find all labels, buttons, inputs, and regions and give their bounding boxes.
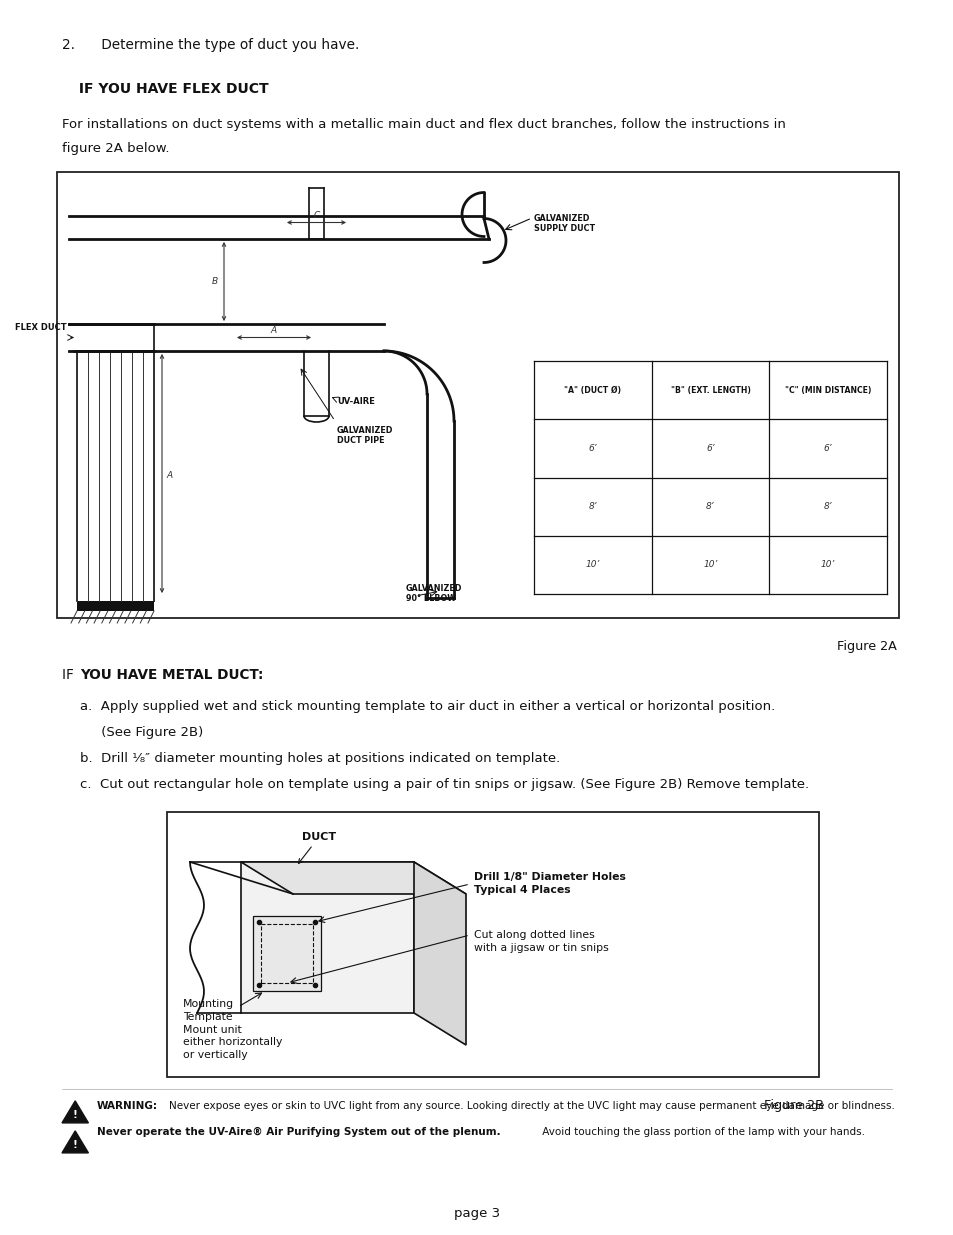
Text: !: ! (72, 1140, 77, 1150)
Text: !: ! (72, 1110, 77, 1120)
Text: GALVANIZED
DUCT PIPE: GALVANIZED DUCT PIPE (336, 426, 393, 446)
Text: IF: IF (62, 668, 78, 682)
Text: page 3: page 3 (454, 1207, 499, 1220)
Bar (261, 924, 313, 983)
Text: A: A (271, 326, 276, 335)
Text: UV-AIRE: UV-AIRE (336, 396, 375, 405)
Text: A: A (166, 472, 172, 480)
Text: "B" (EXT. LENGTH): "B" (EXT. LENGTH) (670, 385, 750, 395)
Text: 6’: 6’ (588, 443, 597, 453)
Text: Figure 2B: Figure 2B (763, 1099, 823, 1112)
Polygon shape (414, 862, 465, 1045)
Text: 10’: 10’ (821, 561, 835, 569)
Text: 8’: 8’ (823, 503, 832, 511)
Text: 6’: 6’ (823, 443, 832, 453)
Bar (57, 172, 898, 618)
Text: B: B (212, 277, 218, 287)
Text: Cut along dotted lines
with a jigsaw or tin snips: Cut along dotted lines with a jigsaw or … (474, 930, 608, 952)
Text: Never operate the UV-Aire® Air Purifying System out of the plenum.: Never operate the UV-Aire® Air Purifying… (97, 1128, 500, 1137)
Text: "C" (MIN DISTANCE): "C" (MIN DISTANCE) (784, 385, 870, 395)
Polygon shape (241, 862, 465, 894)
Bar (167, 811, 818, 1077)
Bar (253, 916, 320, 990)
Text: b.  Drill ¹⁄₈″ diameter mounting holes at positions indicated on template.: b. Drill ¹⁄₈″ diameter mounting holes at… (80, 752, 559, 764)
Text: a.  Apply supplied wet and stick mounting template to air duct in either a verti: a. Apply supplied wet and stick mounting… (80, 700, 775, 713)
Text: DUCT: DUCT (298, 832, 335, 863)
Text: "A" (DUCT Ø): "A" (DUCT Ø) (564, 385, 620, 395)
Text: 10’: 10’ (702, 561, 717, 569)
Text: 8’: 8’ (705, 503, 714, 511)
Text: FLEX DUCT: FLEX DUCT (15, 324, 67, 332)
Bar (77, 601, 153, 611)
Bar (241, 862, 414, 1013)
Text: (See Figure 2B): (See Figure 2B) (80, 726, 203, 739)
Text: WARNING:: WARNING: (97, 1100, 158, 1112)
Polygon shape (62, 1100, 89, 1123)
Polygon shape (62, 1131, 89, 1153)
Text: 6’: 6’ (705, 443, 714, 453)
Text: C: C (313, 210, 319, 220)
Text: YOU HAVE METAL DUCT:: YOU HAVE METAL DUCT: (80, 668, 263, 682)
Text: c.  Cut out rectangular hole on template using a pair of tin snips or jigsaw. (S: c. Cut out rectangular hole on template … (80, 778, 808, 790)
Text: IF YOU HAVE FLEX DUCT: IF YOU HAVE FLEX DUCT (74, 82, 269, 96)
Text: 2.      Determine the type of duct you have.: 2. Determine the type of duct you have. (62, 38, 359, 52)
Text: Never expose eyes or skin to UVC light from any source. Looking directly at the : Never expose eyes or skin to UVC light f… (169, 1100, 894, 1112)
Text: GALVANIZED
90° ELBOW: GALVANIZED 90° ELBOW (405, 584, 461, 603)
Text: For installations on duct systems with a metallic main duct and flex duct branch: For installations on duct systems with a… (62, 119, 785, 131)
Text: figure 2A below.: figure 2A below. (62, 142, 170, 156)
Text: Drill 1/8" Diameter Holes
Typical 4 Places: Drill 1/8" Diameter Holes Typical 4 Plac… (474, 872, 625, 895)
Text: Avoid touching the glass portion of the lamp with your hands.: Avoid touching the glass portion of the … (538, 1128, 864, 1137)
Text: Mounting
Template
Mount unit
either horizontally
or vertically: Mounting Template Mount unit either hori… (183, 999, 282, 1060)
Text: Figure 2A: Figure 2A (836, 640, 896, 653)
Text: GALVANIZED
SUPPLY DUCT: GALVANIZED SUPPLY DUCT (534, 214, 595, 233)
Text: 10’: 10’ (585, 561, 599, 569)
Text: 8’: 8’ (588, 503, 597, 511)
